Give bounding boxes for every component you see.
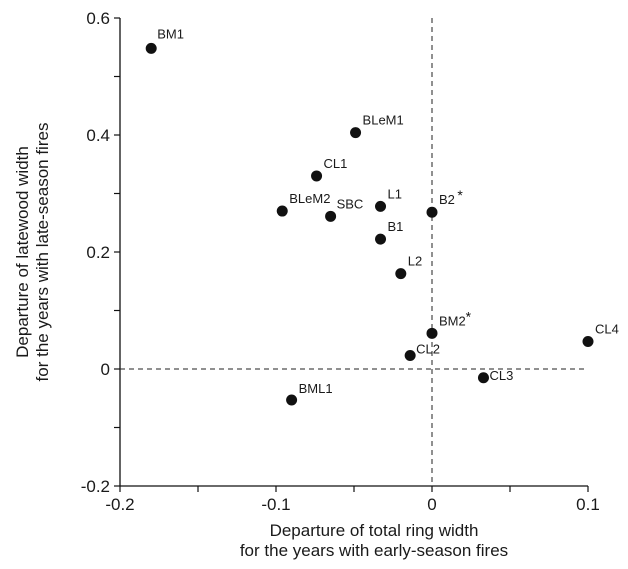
y-tick-label: 0 bbox=[101, 360, 110, 379]
annotation-bm2: * bbox=[466, 308, 472, 324]
point-bm1 bbox=[145, 42, 157, 54]
point-bml1 bbox=[286, 394, 298, 406]
x-tick-label: 0.1 bbox=[576, 495, 600, 514]
reference-lines bbox=[120, 18, 588, 486]
point-label-l1: L1 bbox=[388, 186, 402, 201]
axes: -0.2 0 0.2 0.4 0.6 -0.2 -0.1 0 0.1 bbox=[81, 9, 600, 514]
point-label-cl3: CL3 bbox=[489, 368, 513, 383]
data-points bbox=[145, 42, 594, 406]
point-label-blem1: BLeM1 bbox=[363, 113, 404, 128]
point-label-cl2: CL2 bbox=[416, 342, 440, 357]
point-sbc bbox=[325, 210, 337, 222]
point-l2 bbox=[395, 268, 407, 280]
point-label-bm1: BM1 bbox=[157, 26, 184, 41]
point-cl4 bbox=[582, 336, 594, 348]
y-tick-label: 0.6 bbox=[86, 9, 110, 28]
y-axis-title-line2: for the years with late-season fires bbox=[33, 123, 52, 382]
point-cl2 bbox=[404, 350, 416, 362]
point-b1 bbox=[375, 233, 387, 245]
point-label-b1: B1 bbox=[388, 219, 404, 234]
annotation-b2: * bbox=[457, 187, 463, 203]
point-label-blem2: BLeM2 bbox=[289, 191, 330, 206]
point-label-l2: L2 bbox=[408, 254, 422, 269]
y-tick-label: 0.2 bbox=[86, 243, 110, 262]
point-label-bml1: BML1 bbox=[299, 381, 333, 396]
y-axis-title-line1: Departure of latewood width bbox=[13, 146, 32, 358]
x-tick-label: -0.1 bbox=[261, 495, 290, 514]
point-b2 bbox=[426, 206, 438, 218]
point-label-cl4: CL4 bbox=[595, 322, 619, 337]
point-blem2 bbox=[276, 205, 288, 217]
point-bm2 bbox=[426, 327, 438, 339]
point-label-sbc: SBC bbox=[337, 196, 364, 211]
point-cl1 bbox=[311, 170, 323, 182]
point-label-bm2: BM2 bbox=[439, 313, 466, 328]
point-label-b2: B2 bbox=[439, 192, 455, 207]
y-tick-label: 0.4 bbox=[86, 126, 110, 145]
x-tick-label: 0 bbox=[427, 495, 436, 514]
x-tick-label: -0.2 bbox=[105, 495, 134, 514]
point-blem1 bbox=[350, 127, 362, 139]
y-tick-label: -0.2 bbox=[81, 477, 110, 496]
x-axis-title-line1: Departure of total ring width bbox=[270, 521, 479, 540]
point-label-cl1: CL1 bbox=[324, 156, 348, 171]
point-cl3 bbox=[477, 372, 489, 384]
point-l1 bbox=[375, 200, 387, 212]
x-axis-title-line2: for the years with early-season fires bbox=[240, 541, 508, 560]
